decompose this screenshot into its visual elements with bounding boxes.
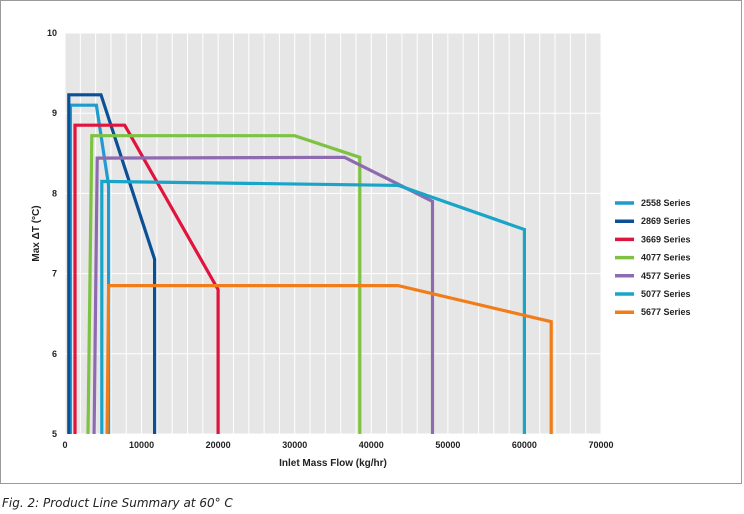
figure-caption: Fig. 2: Product Line Summary at 60° C <box>2 496 233 510</box>
x-tick-label: 50000 <box>435 440 460 450</box>
y-tick-label: 7 <box>52 269 57 279</box>
series-line-2869 <box>67 93 157 434</box>
legend-label: 2869 Series <box>641 216 691 226</box>
x-tick-label: 70000 <box>588 440 613 450</box>
legend-label: 2558 Series <box>641 198 691 208</box>
series-line-5077 <box>100 179 527 434</box>
product-line-chart: 0 10000 20000 30000 40000 50000 60000 70000 5 6 7 8… <box>31 28 691 469</box>
series-line-5677 <box>105 284 553 435</box>
x-axis-title: Inlet Mass Flow (kg/hr) <box>279 458 387 469</box>
series-line-4077 <box>86 134 362 435</box>
y-axis-title: Max ΔT (°C) <box>31 205 42 261</box>
legend-label: 5077 Series <box>641 289 691 299</box>
legend-label: 3669 Series <box>641 234 691 244</box>
x-tick-label: 20000 <box>206 440 231 450</box>
legend-label: 4077 Series <box>641 253 691 263</box>
series-line-4577 <box>92 155 435 435</box>
legend-label: 4577 Series <box>641 271 691 281</box>
x-tick-label: 40000 <box>359 440 384 450</box>
y-tick-label: 6 <box>52 349 57 359</box>
y-tick-label: 8 <box>52 188 57 198</box>
y-tick-label: 9 <box>52 108 57 118</box>
y-tick-label: 5 <box>52 429 57 439</box>
y-tick-label: 10 <box>47 28 57 38</box>
series-line-3669 <box>73 123 220 434</box>
x-tick-label: 30000 <box>282 440 307 450</box>
legend-label: 5677 Series <box>641 307 691 317</box>
x-tick-label: 0 <box>62 440 67 450</box>
x-tick-label: 60000 <box>512 440 537 450</box>
legend: 2558 Series 2869 Series 3669 Series 4077 Se… <box>615 198 691 317</box>
chart-frame: 0 10000 20000 30000 40000 50000 60000 70000 5 6 7 8… <box>0 0 742 484</box>
x-tick-label: 10000 <box>129 440 154 450</box>
